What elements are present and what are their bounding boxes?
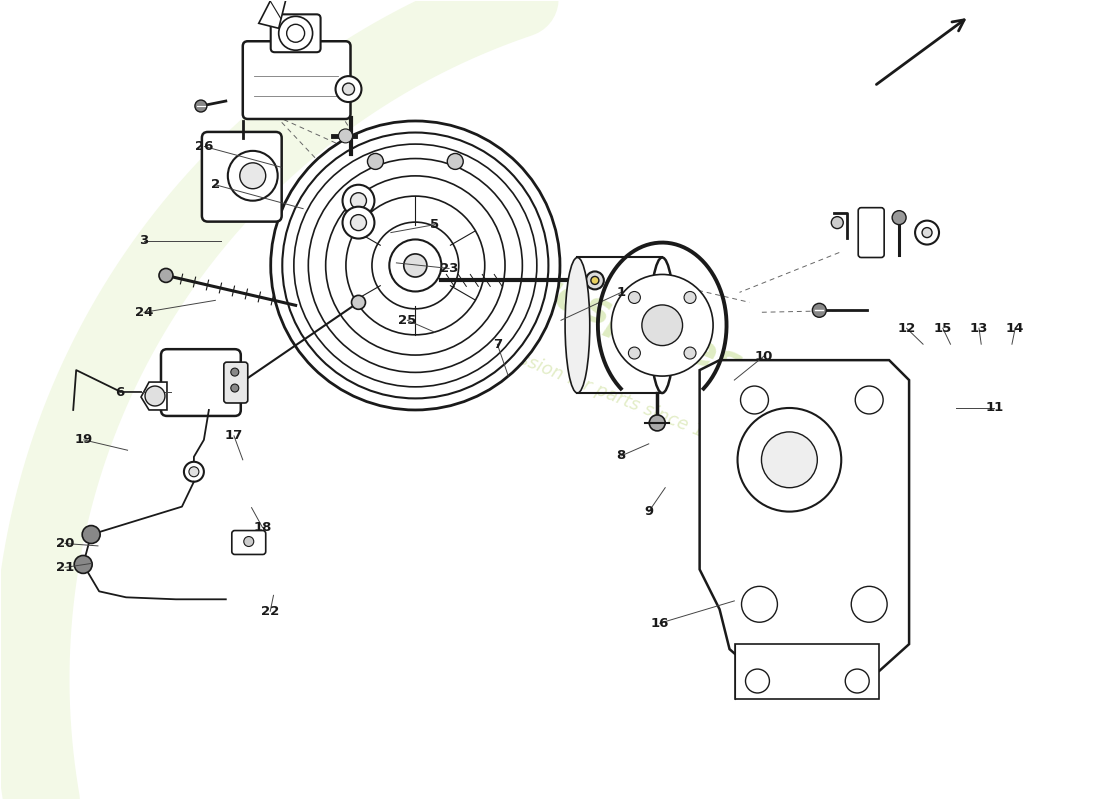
Circle shape [922, 228, 932, 238]
Ellipse shape [650, 258, 674, 393]
Text: 24: 24 [135, 306, 153, 319]
Circle shape [342, 206, 374, 238]
FancyBboxPatch shape [223, 362, 248, 403]
Circle shape [271, 121, 560, 410]
Circle shape [684, 347, 696, 359]
Circle shape [855, 386, 883, 414]
Circle shape [345, 196, 485, 335]
Text: 2: 2 [211, 178, 220, 191]
Circle shape [660, 281, 675, 296]
Circle shape [586, 271, 604, 290]
Text: 8: 8 [617, 450, 626, 462]
Circle shape [336, 76, 362, 102]
Circle shape [82, 526, 100, 543]
Text: a passion for parts since 1985: a passion for parts since 1985 [481, 336, 739, 454]
Text: 6: 6 [116, 386, 124, 398]
FancyBboxPatch shape [858, 208, 884, 258]
Circle shape [372, 222, 459, 309]
Polygon shape [258, 0, 287, 28]
Circle shape [145, 386, 165, 406]
Circle shape [294, 144, 537, 387]
Circle shape [649, 415, 666, 431]
Text: 18: 18 [253, 521, 272, 534]
Text: 9: 9 [645, 505, 653, 518]
Circle shape [389, 239, 441, 291]
Circle shape [367, 154, 384, 170]
Text: 17: 17 [224, 430, 243, 442]
Circle shape [628, 291, 640, 303]
Text: 22: 22 [261, 605, 279, 618]
Circle shape [351, 193, 366, 209]
FancyBboxPatch shape [232, 530, 266, 554]
Text: 19: 19 [75, 434, 92, 446]
Circle shape [231, 384, 239, 392]
Circle shape [351, 214, 366, 230]
Circle shape [892, 210, 906, 225]
Circle shape [342, 83, 354, 95]
Circle shape [737, 408, 842, 512]
FancyBboxPatch shape [161, 349, 241, 416]
Circle shape [342, 185, 374, 217]
Circle shape [740, 386, 769, 414]
Circle shape [74, 555, 92, 574]
Polygon shape [735, 644, 879, 699]
Circle shape [283, 133, 549, 398]
Polygon shape [700, 360, 909, 671]
Polygon shape [141, 382, 167, 410]
Text: 21: 21 [56, 561, 74, 574]
Text: eurospares: eurospares [472, 242, 748, 388]
Circle shape [741, 586, 778, 622]
Circle shape [287, 24, 305, 42]
Circle shape [761, 432, 817, 488]
Text: 16: 16 [650, 617, 669, 630]
Circle shape [448, 154, 463, 170]
FancyBboxPatch shape [243, 42, 351, 119]
Circle shape [915, 221, 939, 245]
Ellipse shape [565, 258, 590, 393]
Text: 23: 23 [440, 262, 459, 275]
Text: 3: 3 [140, 234, 148, 247]
FancyBboxPatch shape [271, 14, 320, 52]
Circle shape [195, 100, 207, 112]
Circle shape [684, 291, 696, 303]
Circle shape [642, 305, 683, 346]
Circle shape [832, 217, 844, 229]
Text: 25: 25 [398, 314, 417, 326]
Circle shape [628, 347, 640, 359]
Circle shape [228, 151, 277, 201]
Circle shape [404, 254, 427, 277]
Text: 5: 5 [430, 218, 439, 231]
Circle shape [231, 368, 239, 376]
Circle shape [244, 537, 254, 546]
Circle shape [160, 269, 173, 282]
Text: 13: 13 [970, 322, 988, 334]
Circle shape [240, 163, 266, 189]
Circle shape [851, 586, 887, 622]
Text: 12: 12 [898, 322, 915, 334]
Text: 26: 26 [195, 140, 213, 153]
Circle shape [184, 462, 204, 482]
Circle shape [189, 466, 199, 477]
Circle shape [339, 129, 352, 143]
FancyBboxPatch shape [202, 132, 282, 222]
Circle shape [845, 669, 869, 693]
Circle shape [746, 669, 769, 693]
Circle shape [352, 295, 365, 310]
Text: 11: 11 [986, 402, 1003, 414]
Circle shape [308, 158, 522, 372]
Text: 1: 1 [617, 286, 626, 299]
Text: 10: 10 [755, 350, 773, 362]
Circle shape [612, 274, 713, 376]
Text: 14: 14 [1006, 322, 1024, 334]
Circle shape [278, 16, 312, 50]
Text: 15: 15 [934, 322, 952, 334]
Text: 7: 7 [493, 338, 502, 350]
Text: 20: 20 [56, 537, 74, 550]
Circle shape [812, 303, 826, 318]
Circle shape [326, 176, 505, 355]
Circle shape [591, 277, 598, 285]
